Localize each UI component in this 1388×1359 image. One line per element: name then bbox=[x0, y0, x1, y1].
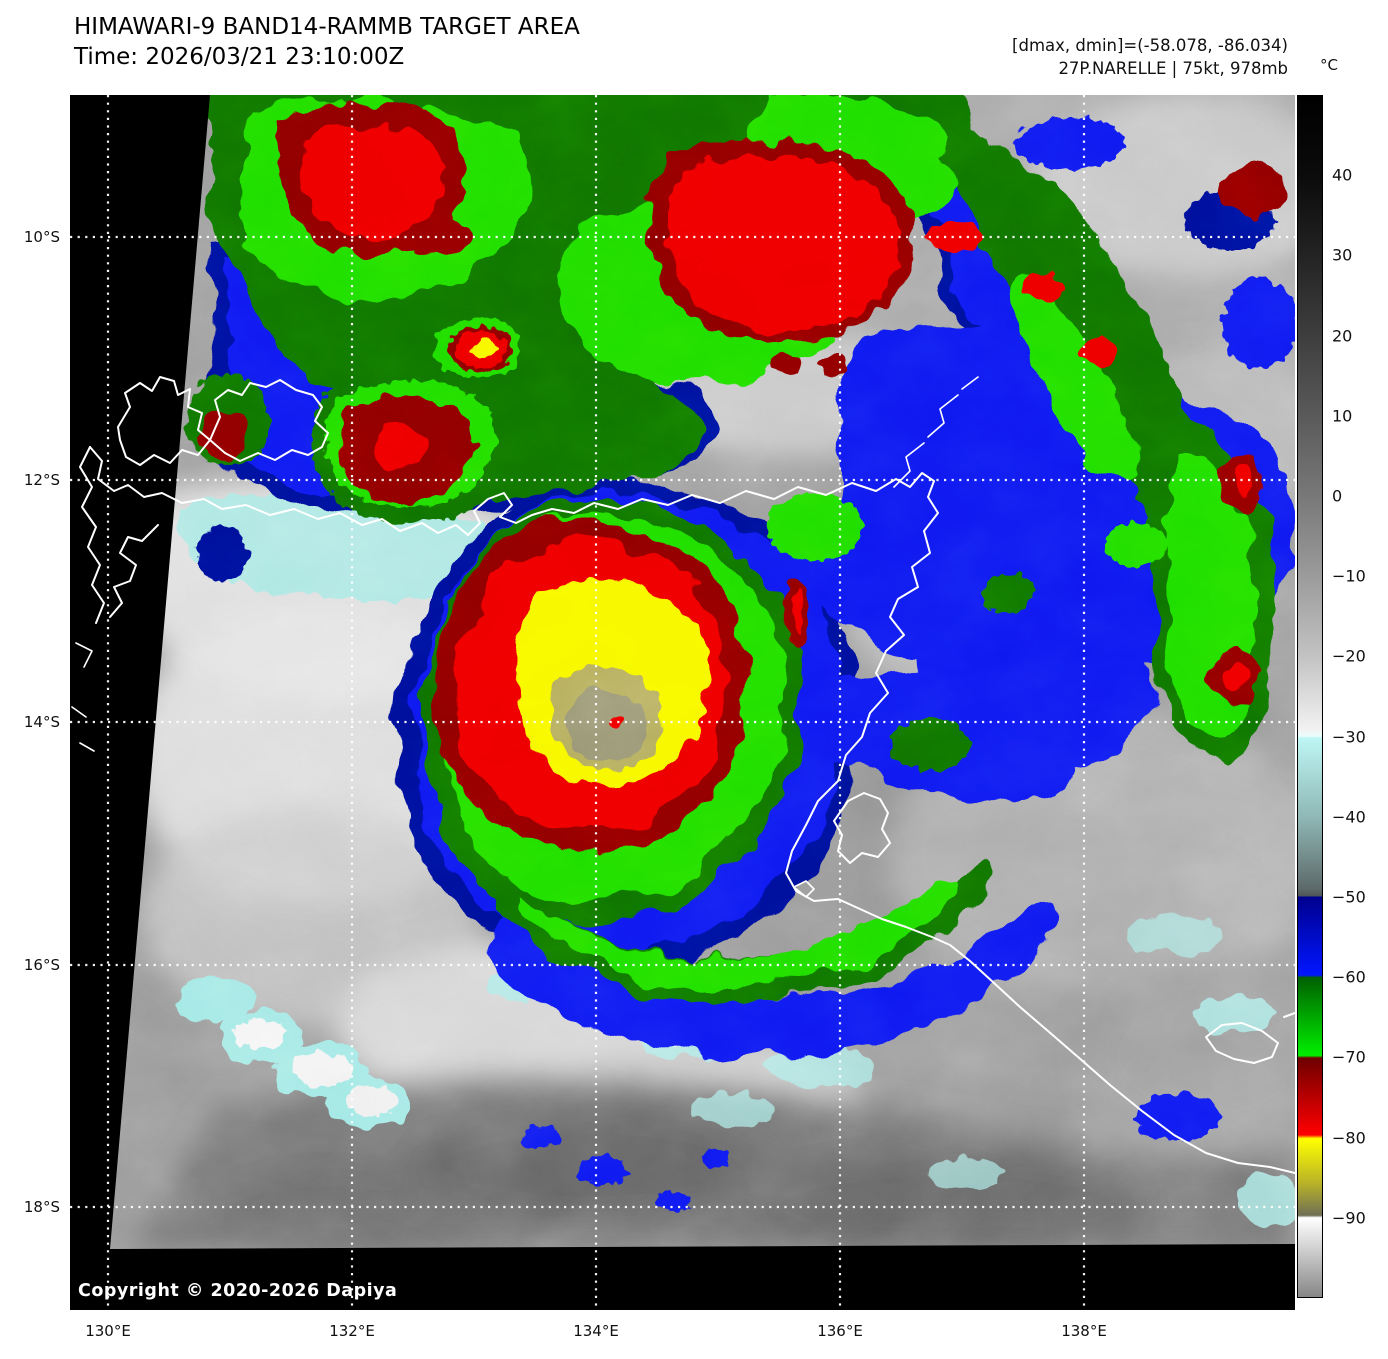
lon-tick-label: 134°E bbox=[573, 1322, 619, 1340]
grid-lines bbox=[70, 95, 1295, 1310]
colorbar-tick-label: 40 bbox=[1332, 165, 1353, 185]
colorbar-tick-label: 0 bbox=[1332, 486, 1343, 506]
coastline-mainland-north bbox=[89, 446, 1295, 1174]
coastline-bay bbox=[109, 524, 159, 618]
lon-tick-label: 130°E bbox=[85, 1322, 131, 1340]
coastline-pellew-islands bbox=[793, 880, 815, 898]
colorbar-tick-label: −90 bbox=[1332, 1208, 1366, 1228]
coastline-fragments bbox=[71, 642, 95, 752]
product-title: HIMAWARI-9 BAND14-RAMMB TARGET AREA bbox=[74, 14, 580, 40]
timestamp: Time: 2026/03/21 23:10:00Z bbox=[74, 44, 405, 71]
satellite-image-panel bbox=[70, 95, 1295, 1310]
colorbar-tick-label: −10 bbox=[1332, 566, 1366, 586]
colorbar-tick-label: −20 bbox=[1332, 646, 1366, 666]
colorbar-tick-label: 20 bbox=[1332, 326, 1353, 346]
dmax-dmin-readout: [dmax, dmin]=(-58.078, -86.034) bbox=[1012, 36, 1288, 55]
copyright-watermark: Copyright © 2020-2026 Dapiya bbox=[78, 1281, 398, 1301]
lat-tick-label: 14°S bbox=[23, 713, 60, 731]
coastline-tiwi-melville bbox=[209, 379, 329, 462]
colorbar-unit-label: °C bbox=[1320, 56, 1338, 74]
lon-tick-label: 138°E bbox=[1061, 1322, 1107, 1340]
colorbar-tick-label: −80 bbox=[1332, 1128, 1366, 1148]
colorbar-tick-label: −40 bbox=[1332, 807, 1366, 827]
temperature-colorbar bbox=[1297, 95, 1323, 1298]
satellite-swath bbox=[110, 95, 1295, 1249]
colorbar-tick-label: −50 bbox=[1332, 887, 1366, 907]
lat-tick-label: 12°S bbox=[23, 471, 60, 489]
lat-tick-label: 16°S bbox=[23, 956, 60, 974]
coastline-west-coast bbox=[79, 446, 105, 624]
coastline-overlay bbox=[71, 376, 1295, 1174]
cloud-grain-texture bbox=[110, 95, 1295, 1249]
colorbar-tick-label: 10 bbox=[1332, 406, 1353, 426]
lon-tick-label: 132°E bbox=[329, 1322, 375, 1340]
coastline-mornington-island bbox=[1205, 1012, 1295, 1064]
storm-intensity-readout: 27P.NARELLE | 75kt, 978mb bbox=[1058, 59, 1288, 79]
annotation-block: [dmax, dmin]=(-58.078, -86.034) 27P.NARE… bbox=[1012, 34, 1288, 81]
lat-tick-label: 10°S bbox=[23, 228, 60, 246]
coastline-groote-eylandt bbox=[833, 792, 891, 864]
colorbar-tick-label: −60 bbox=[1332, 967, 1366, 987]
colorbar-tick-label: −30 bbox=[1332, 727, 1366, 747]
page-title: HIMAWARI-9 BAND14-RAMMB TARGET AREA Time:… bbox=[74, 12, 580, 73]
lon-tick-label: 136°E bbox=[817, 1322, 863, 1340]
satellite-scene bbox=[70, 95, 1295, 1310]
coastline-wessel-islands bbox=[893, 376, 979, 488]
colorbar-tick-label: −70 bbox=[1332, 1047, 1366, 1067]
coastline-tiwi-bathurst bbox=[117, 376, 211, 466]
lat-tick-label: 18°S bbox=[23, 1198, 60, 1216]
colorbar-tick-label: 30 bbox=[1332, 245, 1353, 265]
